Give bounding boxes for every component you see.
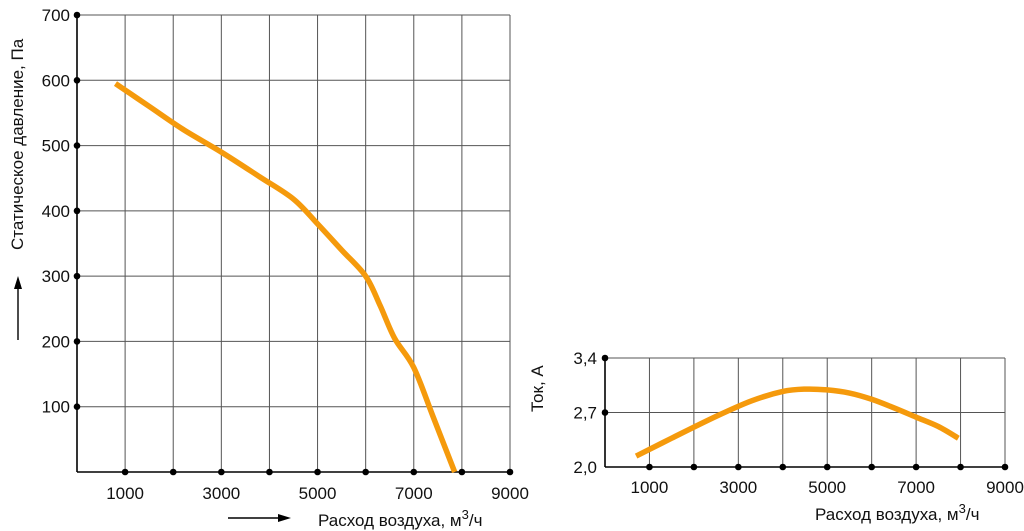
pressure-data-curve — [113, 81, 458, 473]
pressure-x-axis-title-tail: /ч — [469, 511, 483, 530]
pressure-y-tick-dot — [73, 11, 81, 19]
pressure-x-tick-dot — [506, 468, 514, 476]
pressure-x-tick-dot — [458, 468, 466, 476]
pressure-y-tick-label: 600 — [42, 71, 70, 90]
current-x-tick-label: 5000 — [808, 478, 846, 497]
current-x-tick-dot — [912, 463, 920, 471]
pressure-x-tick-label: 7000 — [395, 484, 433, 503]
pressure-y-tick-label: 700 — [42, 6, 70, 25]
current-y-tick-label: 2,7 — [573, 404, 597, 423]
pressure-x-tick-label: 5000 — [299, 484, 337, 503]
pressure-x-tick-label: 1000 — [106, 484, 144, 503]
current-x-tick-label: 3000 — [719, 478, 757, 497]
current-x-axis-title-main: Расход воздуха, м — [815, 505, 959, 524]
pressure-x-tick-dot — [169, 468, 177, 476]
current-data-curve — [634, 386, 960, 459]
pressure-y-tick-label: 500 — [42, 137, 70, 156]
pressure-y-tick-label: 100 — [42, 398, 70, 417]
pressure-y-tick-dot — [73, 142, 81, 149]
pressure-y-axis-title: Статическое давление, Па — [8, 38, 27, 250]
pressure-x-axis-title: Расход воздуха, м3/ч — [318, 507, 482, 530]
pressure-x-tick-dot — [218, 468, 225, 476]
current-y-axis-title: Ток, А — [528, 365, 547, 412]
pressure-chart: 100 200 300 400 500 600 700 1000 3000 5000 7000 900… — [42, 6, 529, 503]
current-y-tick-label: 3,4 — [573, 349, 597, 368]
pressure-y-tick-dot — [73, 338, 81, 345]
pressure-y-tick-dot — [73, 207, 81, 215]
y-direction-arrow — [14, 276, 22, 340]
current-x-axis-title-sup: 3 — [959, 501, 966, 516]
pressure-x-axis-title-main: Расход воздуха, м — [318, 511, 462, 530]
current-y-tick-dot — [601, 354, 609, 362]
current-x-tick-label: 7000 — [897, 478, 935, 497]
x-direction-arrow — [228, 514, 291, 522]
current-x-axis-title: Расход воздуха, м3/ч — [815, 501, 979, 524]
pressure-x-tick-dot — [410, 468, 418, 476]
pressure-y-tick-dot — [73, 76, 81, 84]
pressure-x-axis-title-sup: 3 — [462, 507, 469, 522]
current-x-tick-dot — [868, 463, 875, 471]
pressure-y-tick-label: 300 — [42, 267, 70, 286]
current-x-tick-dot — [823, 463, 831, 471]
current-y-tick-label: 2,0 — [573, 458, 597, 477]
pressure-y-tick-dot — [73, 403, 81, 411]
current-x-tick-dot — [690, 463, 698, 471]
pressure-x-tick-dot — [314, 468, 321, 476]
current-x-tick-label: 9000 — [986, 478, 1024, 497]
pressure-x-tick-label: 9000 — [491, 484, 529, 503]
current-x-tick-dot — [779, 463, 787, 471]
current-x-axis-title-tail: /ч — [966, 505, 980, 524]
current-x-tick-dot — [646, 463, 653, 471]
pressure-x-tick-label: 3000 — [202, 484, 240, 503]
pressure-y-tick-label: 400 — [42, 202, 70, 221]
pressure-y-tick-dot — [73, 272, 81, 280]
current-x-tick-dot — [1001, 463, 1009, 471]
current-x-tick-label: 1000 — [631, 478, 669, 497]
current-chart: 2,0 2,7 3,4 1000 3000 5000 7000 9000 — [573, 349, 1024, 497]
current-y-tick-dot — [601, 409, 609, 416]
pressure-x-tick-dot — [266, 468, 273, 476]
pressure-x-tick-dot — [362, 468, 369, 476]
current-x-tick-dot — [957, 463, 964, 471]
pressure-y-tick-label: 200 — [42, 332, 70, 351]
current-x-tick-dot — [735, 463, 742, 471]
pressure-x-tick-dot — [121, 468, 129, 476]
